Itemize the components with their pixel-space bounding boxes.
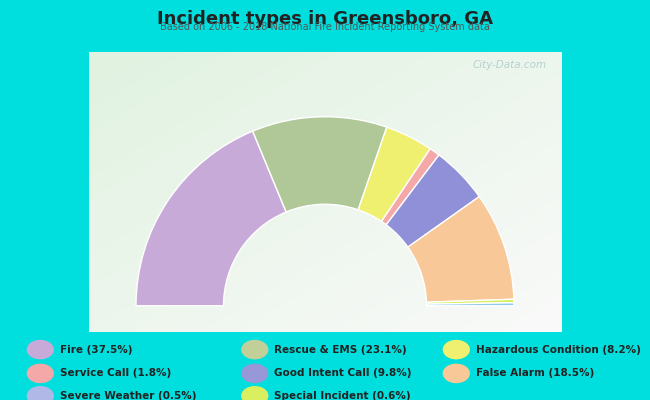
Text: Fire (37.5%): Fire (37.5%)	[60, 344, 133, 354]
Ellipse shape	[241, 340, 268, 359]
Ellipse shape	[27, 364, 54, 383]
Text: Special Incident (0.6%): Special Incident (0.6%)	[274, 391, 411, 400]
Wedge shape	[408, 196, 514, 302]
Ellipse shape	[443, 340, 470, 359]
Text: Severe Weather (0.5%): Severe Weather (0.5%)	[60, 391, 196, 400]
Ellipse shape	[241, 364, 268, 383]
Text: Hazardous Condition (8.2%): Hazardous Condition (8.2%)	[476, 344, 641, 354]
Text: Good Intent Call (9.8%): Good Intent Call (9.8%)	[274, 368, 412, 378]
Wedge shape	[136, 131, 286, 306]
Wedge shape	[426, 303, 514, 306]
Wedge shape	[382, 149, 439, 225]
Wedge shape	[358, 127, 430, 222]
Ellipse shape	[443, 364, 470, 383]
Text: Based on 2006 - 2018 National Fire Incident Reporting System data: Based on 2006 - 2018 National Fire Incid…	[160, 22, 490, 32]
Ellipse shape	[27, 340, 54, 359]
Text: Incident types in Greensboro, GA: Incident types in Greensboro, GA	[157, 10, 493, 28]
Text: Rescue & EMS (23.1%): Rescue & EMS (23.1%)	[274, 344, 407, 354]
Ellipse shape	[27, 386, 54, 400]
Text: False Alarm (18.5%): False Alarm (18.5%)	[476, 368, 594, 378]
Wedge shape	[253, 117, 387, 212]
Ellipse shape	[241, 386, 268, 400]
Text: City-Data.com: City-Data.com	[473, 60, 547, 70]
Wedge shape	[386, 155, 479, 247]
Text: Service Call (1.8%): Service Call (1.8%)	[60, 368, 171, 378]
Wedge shape	[426, 299, 514, 304]
